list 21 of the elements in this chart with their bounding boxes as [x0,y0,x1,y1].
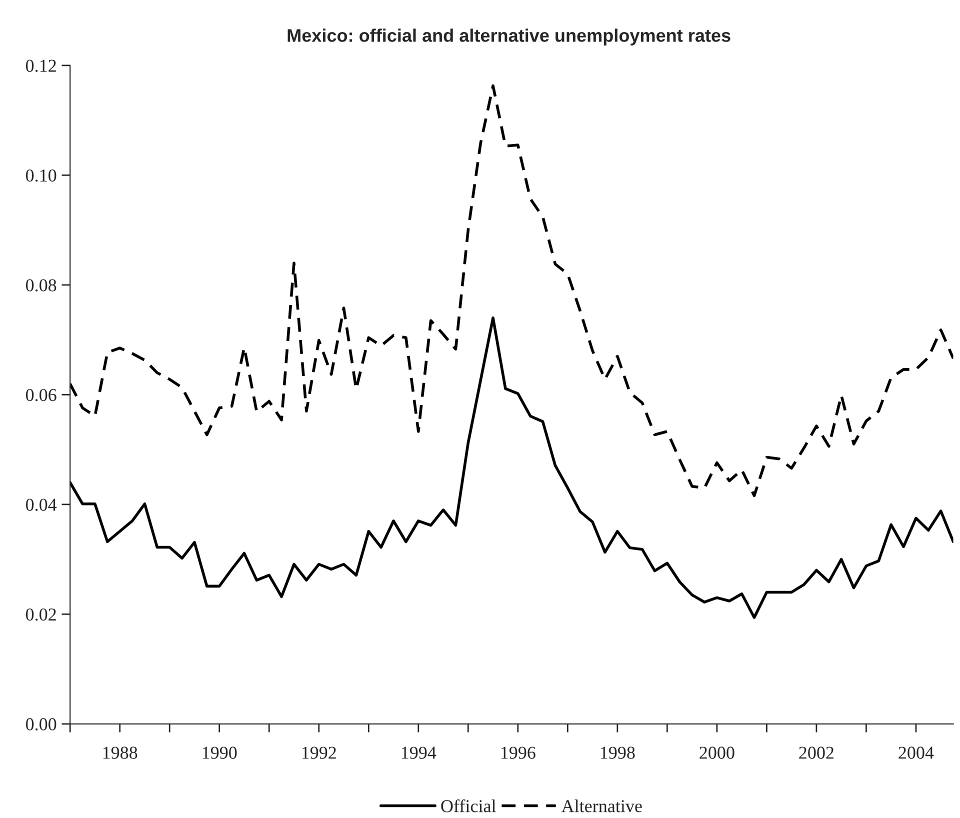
y-tick-label: 0.02 [26,608,56,621]
legend-label: Official [441,799,496,812]
x-tick-label: 1996 [501,746,536,759]
x-tick-label: 2004 [898,746,934,759]
y-tick-label: 0.08 [26,279,56,292]
x-tick-label: 1988 [103,746,138,759]
x-tick-label: 2000 [700,746,734,759]
y-tick-label: 0.00 [26,718,56,730]
y-tick-label: 0.04 [26,498,57,511]
line-series [70,316,954,619]
x-tick-label: 1994 [402,746,436,759]
x-tick-label: 2002 [799,746,834,759]
legend-label: Alternative [561,800,642,812]
y-tick-label: 0.12 [26,60,56,72]
x-tick-label: 1990 [202,746,237,759]
chart-title: Mexico: official and alternative unemployment rates [288,28,730,46]
x-tick-label: 1998 [600,746,635,759]
x-tick-label: 1992 [302,746,336,759]
y-tick-label: 0.06 [26,388,56,402]
y-tick-label: 0.10 [26,169,56,182]
line-series [70,84,954,498]
